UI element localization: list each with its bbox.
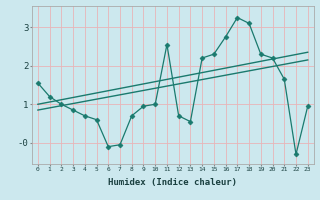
X-axis label: Humidex (Indice chaleur): Humidex (Indice chaleur) [108, 178, 237, 187]
